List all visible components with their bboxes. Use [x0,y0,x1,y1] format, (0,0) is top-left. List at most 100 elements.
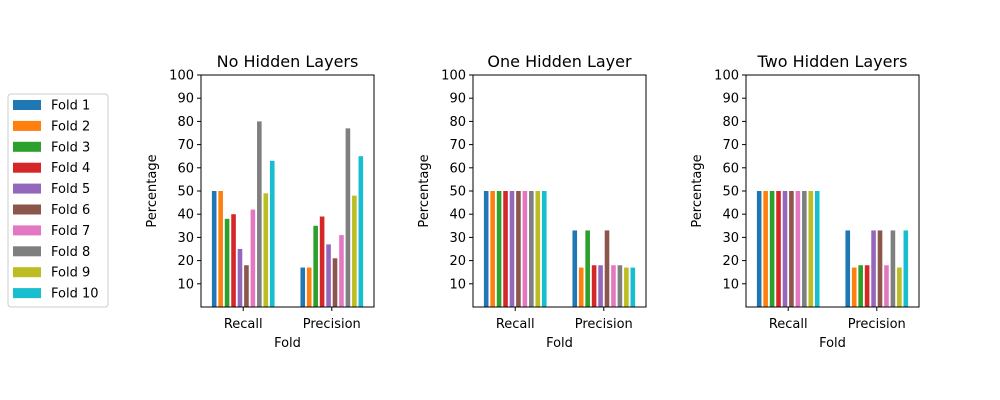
bar-recall-fold-9 [808,191,814,307]
plot-frame [745,74,920,308]
y-tick-label: 60 [177,161,194,176]
bar-recall-fold-7 [522,191,528,307]
bar-precision-fold-4 [591,265,597,307]
bar-recall-fold-5 [782,191,788,307]
chart-title: Two Hidden Layers [757,52,908,71]
bar-precision-fold-5 [326,244,331,307]
y-axis-label: Percentage [417,154,432,227]
bar-precision-fold-8 [890,230,896,307]
bar-precision-fold-1 [572,230,578,307]
x-tick-label: Precision [303,317,361,332]
bar-precision-fold-6 [877,230,883,307]
y-tick-label: 60 [722,161,739,176]
bar-precision-fold-7 [611,265,616,307]
bar-precision-fold-10 [358,156,364,307]
y-tick-label: 60 [449,161,466,176]
bar-precision-fold-10 [630,267,636,307]
bar-precision-fold-9 [624,267,629,307]
legend-swatch-5 [13,183,41,194]
bar-recall-fold-2 [763,191,768,307]
legend-label-1: Fold 1 [51,99,90,114]
bar-recall-fold-1 [483,191,489,307]
legend-label-9: Fold 9 [51,266,90,281]
bar-precision-fold-4 [319,216,325,307]
y-tick-label: 80 [722,115,739,130]
bar-precision-fold-2 [306,267,312,307]
legend-label-10: Fold 10 [51,287,99,302]
y-tick-label: 20 [449,254,466,269]
bar-recall-fold-2 [490,191,495,307]
bar-recall-fold-4 [503,191,508,307]
x-tick-label: Precision [575,317,633,332]
bar-precision-fold-5 [598,265,603,307]
y-tick-label: 90 [449,92,466,107]
bar-precision-fold-9 [352,195,357,307]
chart-title: One Hidden Layer [487,52,632,71]
y-tick-label: 40 [177,208,194,223]
bar-recall-fold-6 [244,265,249,307]
legend-swatch-2 [13,120,41,131]
y-tick-label: 30 [177,231,194,246]
y-tick-label: 30 [722,231,739,246]
bar-precision-fold-10 [903,230,909,307]
y-tick-label: 20 [177,254,194,269]
x-tick-label: Recall [496,317,535,332]
bar-recall-fold-4 [231,214,236,307]
plot-frame [472,74,647,308]
bar-precision-fold-6 [332,258,338,307]
y-tick-label: 70 [722,138,739,153]
bar-precision-fold-3 [858,265,863,307]
legend-label-3: Fold 3 [51,140,90,155]
bar-recall-fold-1 [211,191,217,307]
bar-precision-fold-2 [578,267,584,307]
x-axis-label: Fold [819,336,846,351]
bar-recall-fold-9 [263,193,269,307]
bar-recall-fold-8 [529,191,534,307]
y-tick-label: 90 [177,92,194,107]
legend-label-2: Fold 2 [51,119,90,134]
bar-precision-fold-1 [845,230,851,307]
bar-recall-fold-4 [776,191,781,307]
bar-recall-fold-1 [756,191,762,307]
chart-panel-3: Two Hidden Layers Percentage Fold 10 20 30 40 5… [690,52,920,351]
y-tick-label: 10 [449,277,466,292]
y-tick-label: 80 [177,115,194,130]
bar-precision-fold-7 [884,265,889,307]
plot-frame [200,74,375,308]
y-tick-label: 80 [449,115,466,130]
x-tick-label: Recall [769,317,808,332]
legend-swatch-1 [13,100,41,110]
y-tick-label: 100 [714,69,739,84]
bar-recall-fold-8 [257,121,262,308]
x-tick-label: Recall [224,317,263,332]
legend-label-8: Fold 8 [51,245,90,260]
bar-recall-fold-7 [250,209,256,307]
bar-recall-fold-3 [769,191,775,307]
y-tick-label: 20 [722,254,739,269]
legend-swatch-7 [13,225,41,236]
y-tick-label: 100 [441,69,466,84]
legend-swatch-6 [13,204,41,215]
y-tick-label: 50 [722,185,739,200]
legend-swatch-3 [13,141,41,152]
y-tick-label: 70 [449,138,466,153]
bar-recall-fold-3 [224,218,230,307]
y-tick-label: 10 [177,277,194,292]
y-tick-label: 30 [449,231,466,246]
y-tick-label: 100 [169,69,194,84]
bar-recall-fold-10 [541,191,547,307]
x-axis-label: Fold [546,336,573,351]
bar-precision-fold-6 [604,230,610,307]
legend: Fold 1 Fold 2 Fold 3 Fold 4 Fold 5 Fold 6 Fold… [7,93,109,308]
bar-precision-fold-3 [585,230,590,307]
legend-label-4: Fold 4 [51,161,90,176]
bar-recall-fold-2 [218,191,223,307]
bar-precision-fold-8 [617,265,623,307]
bar-precision-fold-9 [897,267,902,307]
bar-precision-fold-8 [345,128,351,307]
bar-precision-fold-3 [313,225,318,307]
bar-precision-fold-4 [864,265,870,307]
bar-recall-fold-8 [802,191,807,307]
y-tick-label: 50 [177,185,194,200]
